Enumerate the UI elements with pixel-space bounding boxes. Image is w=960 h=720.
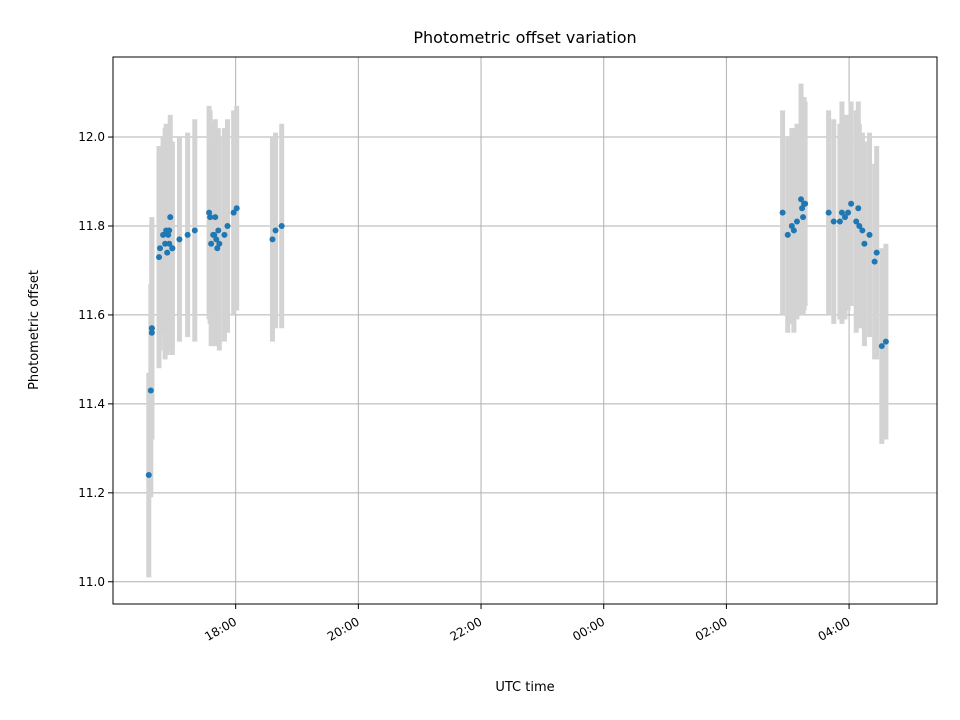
x-axis-label: UTC time xyxy=(495,680,554,695)
data-point xyxy=(148,325,155,332)
y-axis-ticks: 11.0 11.2 11.4 11.6 11.8 12.0 xyxy=(78,130,113,589)
data-point xyxy=(861,240,868,247)
data-point xyxy=(845,209,852,216)
data-point xyxy=(269,236,276,243)
data-point xyxy=(784,231,791,238)
y-tick-label: 11.8 xyxy=(78,219,105,233)
data-point xyxy=(830,218,837,225)
data-point xyxy=(802,200,809,207)
y-axis-label: Photometric offset xyxy=(27,270,42,390)
y-tick-label: 11.0 xyxy=(78,575,105,589)
y-tick-label: 11.2 xyxy=(78,486,105,500)
data-point xyxy=(215,227,222,234)
data-point xyxy=(800,214,807,221)
data-point xyxy=(224,222,231,229)
data-point xyxy=(825,209,832,216)
data-point xyxy=(167,214,174,221)
data-point xyxy=(853,218,860,225)
data-point xyxy=(184,231,191,238)
data-point xyxy=(145,472,152,479)
data-point xyxy=(207,214,214,221)
data-point xyxy=(882,338,889,345)
data-point xyxy=(855,205,862,212)
data-points xyxy=(145,196,889,479)
data-point xyxy=(156,254,163,261)
data-point xyxy=(848,200,855,207)
data-point xyxy=(272,227,279,234)
data-point xyxy=(790,227,797,234)
data-point xyxy=(221,231,228,238)
data-point xyxy=(866,231,873,238)
data-point xyxy=(836,218,843,225)
data-point xyxy=(878,343,885,350)
data-point xyxy=(147,387,154,394)
data-point xyxy=(838,209,845,216)
data-point xyxy=(793,218,800,225)
data-point xyxy=(856,222,863,229)
data-point xyxy=(191,227,198,234)
data-point xyxy=(873,249,880,256)
data-point xyxy=(213,236,220,243)
data-point xyxy=(233,205,240,212)
data-point xyxy=(166,240,173,247)
data-point xyxy=(169,245,176,252)
data-point xyxy=(841,214,848,221)
data-point xyxy=(157,245,164,252)
data-point xyxy=(216,240,223,247)
plot-frame xyxy=(112,56,938,605)
data-point xyxy=(798,196,805,203)
data-point xyxy=(859,227,866,234)
data-point xyxy=(278,222,285,229)
y-tick-label: 11.4 xyxy=(78,397,105,411)
data-point xyxy=(230,209,237,216)
data-point xyxy=(176,236,183,243)
data-point xyxy=(148,329,155,336)
data-point xyxy=(208,240,215,247)
chart-title: Photometric offset variation xyxy=(413,28,636,47)
data-point xyxy=(160,231,167,238)
data-point xyxy=(779,209,786,216)
y-tick-label: 11.6 xyxy=(78,308,105,322)
data-point xyxy=(212,214,219,221)
data-point xyxy=(871,258,878,265)
y-tick-label: 12.0 xyxy=(78,130,105,144)
data-point xyxy=(166,227,173,234)
data-point xyxy=(164,249,171,256)
